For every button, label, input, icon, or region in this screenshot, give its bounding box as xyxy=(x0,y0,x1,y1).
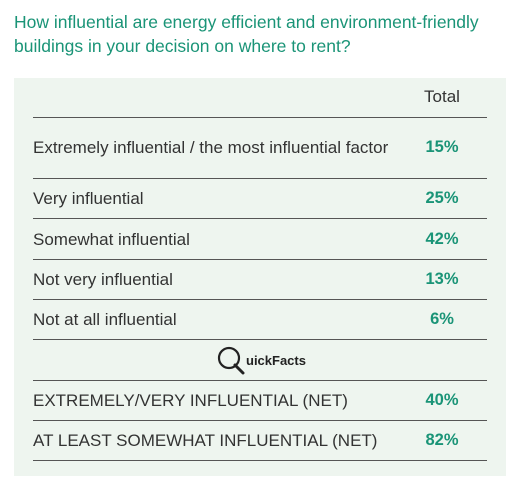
row-value: 25% xyxy=(425,189,459,207)
row-value: 15% xyxy=(425,138,459,156)
row-value: 40% xyxy=(425,391,459,409)
row-label: Very influential xyxy=(33,189,144,208)
table-row: EXTREMELY/VERY INFLUENTIAL (NET) 40% xyxy=(33,381,487,421)
row-label: Extremely influential / the most influen… xyxy=(33,138,389,157)
row-value: 6% xyxy=(430,310,454,328)
row-label: Not very influential xyxy=(33,270,173,289)
row-value: 13% xyxy=(425,270,459,288)
section-label: uickFacts xyxy=(246,352,306,368)
row-label: Somewhat influential xyxy=(33,229,190,249)
row-value: 82% xyxy=(425,431,459,449)
row-label: AT LEAST SOMEWHAT INFLUENTIAL (NET) xyxy=(33,431,378,450)
table-row: Somewhat influential 42% xyxy=(33,219,487,260)
row-label: EXTREMELY/VERY INFLUENTIAL (NET) xyxy=(33,391,348,410)
table-row: Very influential 25% xyxy=(33,179,487,219)
question-title: How influential are energy efficient and… xyxy=(14,12,479,56)
table-row: Not at all influential 6% xyxy=(33,300,487,340)
row-label: Not at all influential xyxy=(33,310,177,329)
table-row: AT LEAST SOMEWHAT INFLUENTIAL (NET) 82% xyxy=(33,421,487,461)
table-row: Extremely influential / the most influen… xyxy=(33,117,487,179)
section-row: uickFacts xyxy=(33,340,487,381)
table-panel xyxy=(14,78,506,476)
row-value: 42% xyxy=(425,229,459,248)
magnifier-icon xyxy=(217,346,245,375)
table-row: Not very influential 13% xyxy=(33,260,487,300)
column-header: Total xyxy=(424,87,460,106)
rule xyxy=(33,117,487,118)
